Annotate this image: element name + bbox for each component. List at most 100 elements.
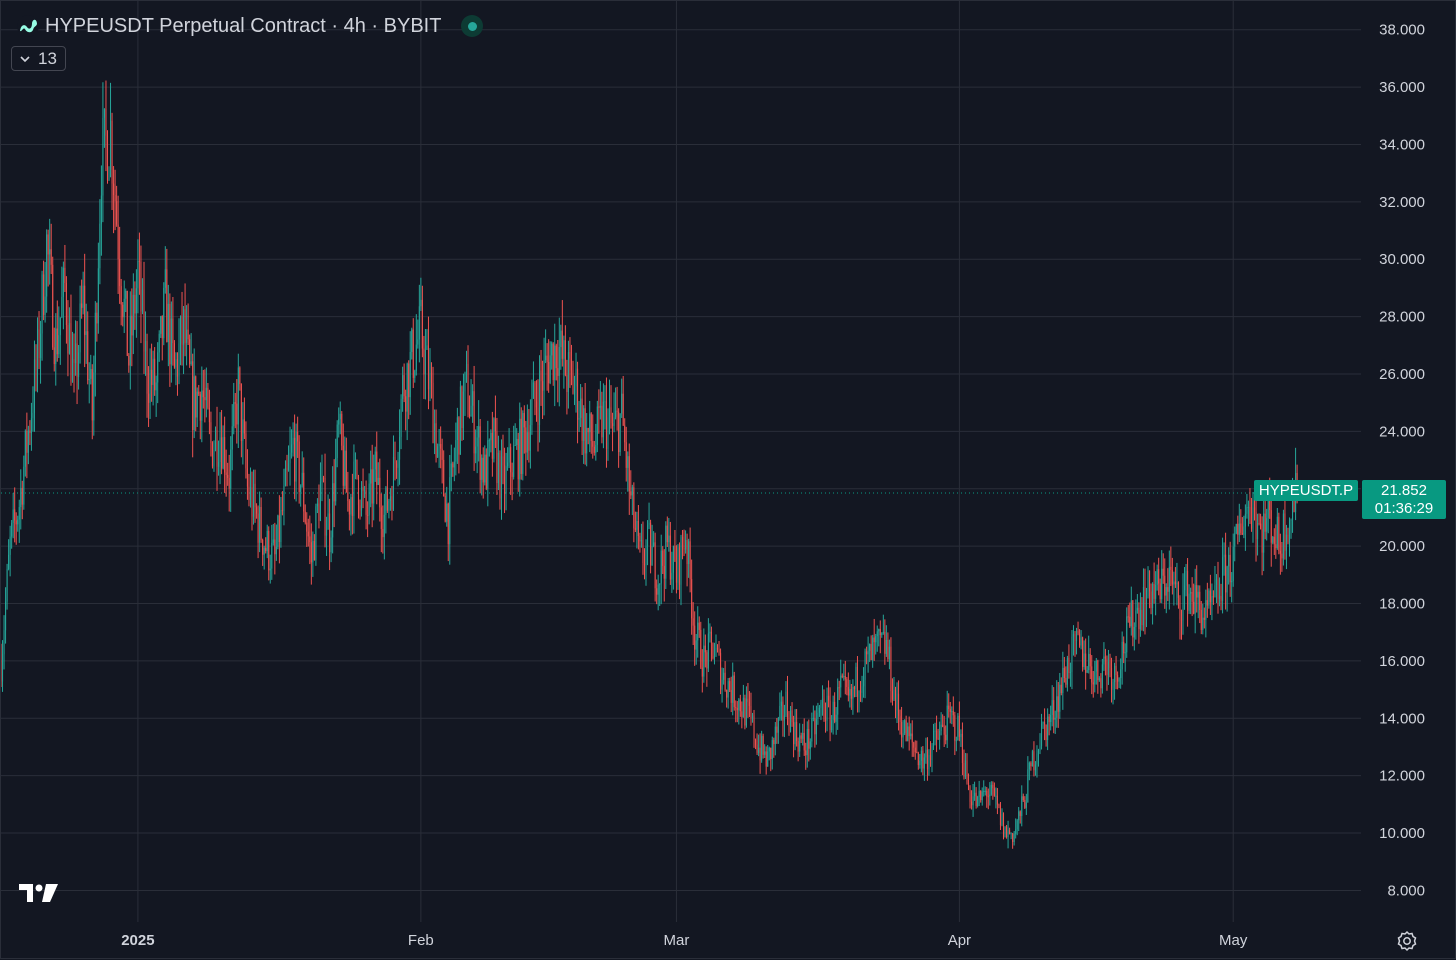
candle-up <box>1083 640 1085 670</box>
y-tick-label: 36.000 <box>1379 79 1425 96</box>
candle-down <box>491 411 493 477</box>
candle-down <box>1053 687 1055 734</box>
candle-down <box>1199 585 1201 624</box>
candle-down <box>1104 648 1106 676</box>
y-tick-label: 16.000 <box>1379 653 1425 670</box>
time-axis[interactable]: 2025 Feb Mar Apr May <box>121 932 1248 949</box>
candle-down <box>942 714 944 728</box>
candle-down <box>535 380 538 422</box>
candle-down <box>765 746 767 775</box>
candle-up <box>123 280 125 334</box>
candle-up <box>149 348 151 419</box>
candle-down <box>169 293 171 387</box>
candle-down <box>1281 541 1283 572</box>
candle-up <box>742 684 744 718</box>
candle-down <box>564 325 566 377</box>
market-open-dot-icon[interactable] <box>461 15 484 37</box>
candle-up <box>1059 672 1061 719</box>
candle-up <box>931 743 933 773</box>
candle-down <box>14 487 16 543</box>
candle-down <box>482 447 484 499</box>
candle-down <box>969 785 971 809</box>
candle-down <box>441 438 443 484</box>
candle-down <box>590 412 592 454</box>
candle-up <box>1042 721 1044 729</box>
candle-up <box>1047 708 1049 751</box>
candle-down <box>294 414 296 500</box>
candle-down <box>297 416 299 458</box>
candle-up <box>415 314 417 376</box>
candle-up <box>761 730 763 763</box>
price-axis[interactable]: 38.000 36.000 34.000 32.000 30.000 28.000 26.0… <box>1379 22 1425 900</box>
candle-down <box>716 644 719 653</box>
candle-up <box>1016 818 1018 836</box>
candle-down <box>35 344 37 392</box>
candle-up <box>175 352 177 386</box>
candle-down <box>1225 532 1227 610</box>
candle-down <box>744 694 746 730</box>
candle-down <box>736 701 738 723</box>
indicators-collapse-button[interactable]: 13 <box>11 46 66 71</box>
candle-down <box>306 512 308 547</box>
candle-down <box>987 788 989 810</box>
candle-down <box>1079 629 1081 648</box>
candle-up <box>627 451 629 492</box>
candle-down <box>949 702 951 724</box>
settings-gear-icon[interactable] <box>1395 929 1419 953</box>
candle-down <box>444 493 446 523</box>
candle-down <box>408 360 410 420</box>
candle-down <box>447 502 449 562</box>
candle-up <box>55 313 57 386</box>
candle-down <box>380 493 382 553</box>
candle-down <box>126 290 128 357</box>
candle-down <box>432 366 434 444</box>
candle-up <box>301 451 303 488</box>
candle-up <box>665 521 667 590</box>
candle-up <box>450 444 452 492</box>
candle-up <box>68 307 70 355</box>
candle-up <box>1238 503 1240 543</box>
tradingview-logo-icon[interactable] <box>19 881 59 905</box>
candle-down <box>26 412 28 479</box>
candle-up <box>1121 631 1123 685</box>
candles <box>1 80 1298 849</box>
candle-up <box>1211 583 1213 621</box>
candle-up <box>385 486 387 534</box>
candle-up <box>811 712 813 748</box>
candle-up <box>1114 662 1116 700</box>
candle-down <box>207 382 209 410</box>
candle-down <box>53 327 55 372</box>
candle-up <box>316 498 318 514</box>
candle-down <box>859 681 862 702</box>
candle-down <box>523 405 525 454</box>
candle-up <box>575 352 577 413</box>
candle-down <box>236 379 238 444</box>
candle-up <box>1235 523 1237 535</box>
candle-up <box>1054 710 1056 734</box>
candle-down <box>1 643 2 687</box>
candle-up <box>657 574 659 611</box>
candle-down <box>356 459 358 480</box>
candle-down <box>1250 497 1253 532</box>
candle-down <box>143 261 145 374</box>
candle-down <box>251 471 253 531</box>
candle-up <box>1152 582 1154 625</box>
candle-up <box>82 271 84 315</box>
candle-down <box>1044 708 1046 741</box>
candle-down <box>916 740 918 754</box>
candle-down <box>566 359 568 415</box>
candle-down <box>376 431 378 505</box>
candle-up <box>1194 568 1196 634</box>
candle-up <box>437 443 439 459</box>
symbol-legend[interactable]: HYPEUSDT Perpetual Contract · 4h · BYBIT <box>17 13 484 39</box>
candle-down <box>561 300 563 367</box>
candle-down <box>298 435 300 504</box>
candle-up <box>125 288 127 313</box>
candle-up <box>402 366 404 412</box>
candle-down <box>689 527 691 593</box>
candle-up <box>338 407 340 438</box>
candle-up <box>1173 571 1175 606</box>
candle-up <box>567 340 569 409</box>
